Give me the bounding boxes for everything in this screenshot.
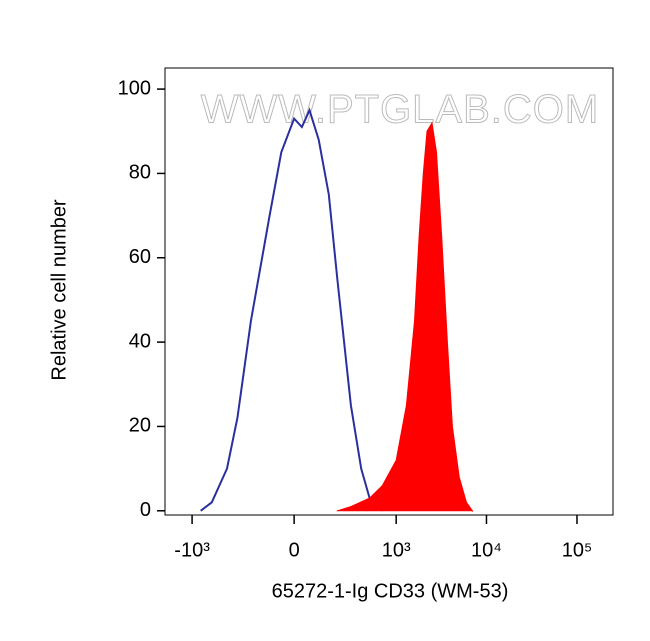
y-tick-label: 100: [118, 77, 151, 99]
y-tick-label: 0: [140, 499, 151, 521]
histogram-area: [336, 121, 473, 513]
x-axis-label: 65272-1-Ig CD33 (WM-53): [272, 580, 509, 602]
x-tick-label: 10⁴: [471, 539, 502, 561]
x-tick-label: -10³: [174, 539, 210, 561]
plot-frame: [164, 67, 614, 516]
x-tick-label: 10⁵: [562, 539, 593, 561]
y-tick-label: 80: [129, 162, 151, 184]
watermark: WWW.PTGLAB.COM: [201, 88, 599, 132]
y-tick-label: 20: [129, 415, 151, 437]
x-tick-label: 0: [289, 539, 300, 561]
y-tick-label: 60: [129, 246, 151, 268]
histogram-line: [200, 107, 384, 512]
y-axis-label: Relative cell number: [48, 199, 70, 381]
y-tick-label: 40: [129, 330, 151, 352]
x-tick-label: 10³: [382, 539, 411, 561]
